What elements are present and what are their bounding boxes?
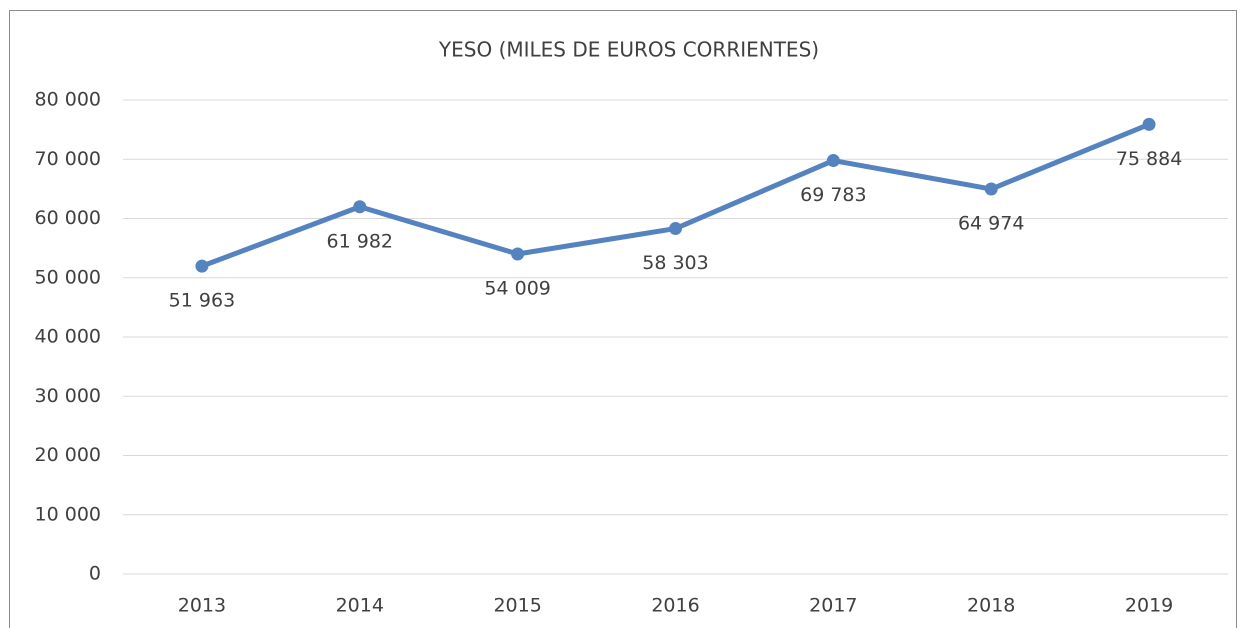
data-label: 69 783 — [800, 184, 866, 206]
x-tick-label: 2015 — [493, 595, 541, 617]
data-label: 51 963 — [169, 290, 235, 312]
chart-border — [9, 10, 1237, 628]
x-tick-label: 2019 — [1125, 595, 1173, 617]
y-tick-label: 40 000 — [35, 326, 101, 348]
y-tick-label: 50 000 — [35, 266, 101, 288]
data-point — [669, 222, 682, 236]
x-tick-label: 2014 — [336, 595, 384, 617]
data-label: 61 982 — [327, 230, 393, 252]
y-tick-label: 60 000 — [35, 207, 101, 229]
data-point — [984, 182, 998, 196]
data-point — [511, 247, 525, 261]
data-point — [195, 259, 209, 273]
y-tick-label: 80 000 — [35, 89, 101, 111]
x-tick-label: 2017 — [809, 595, 857, 617]
data-label: 54 009 — [484, 277, 550, 299]
y-tick-label: 20 000 — [35, 444, 101, 466]
x-tick-label: 2018 — [967, 595, 1015, 617]
data-point — [353, 200, 367, 214]
y-tick-label: 30 000 — [35, 385, 101, 407]
chart-title: YESO (MILES DE EUROS CORRIENTES) — [438, 38, 819, 62]
data-label: 75 884 — [1116, 148, 1182, 170]
data-point — [826, 154, 840, 168]
y-tick-label: 70 000 — [35, 148, 101, 170]
x-tick-label: 2013 — [178, 595, 226, 617]
x-tick-label: 2016 — [651, 595, 699, 617]
y-tick-label: 0 — [89, 563, 101, 585]
data-point — [1142, 117, 1156, 131]
data-label: 58 303 — [642, 252, 708, 274]
y-tick-label: 10 000 — [35, 503, 101, 525]
data-label: 64 974 — [958, 213, 1024, 235]
